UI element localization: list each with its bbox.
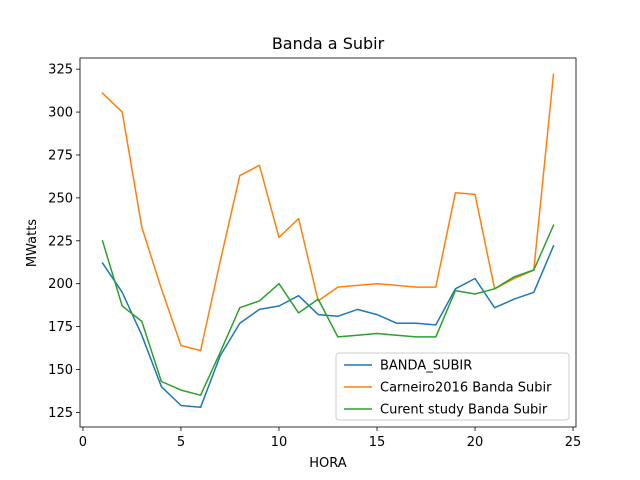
y-tick-label: 125	[48, 406, 73, 421]
x-tick-label: 0	[79, 435, 87, 450]
series-line-3	[101, 224, 555, 396]
legend-box	[335, 352, 570, 421]
y-tick-label: 175	[48, 320, 73, 335]
y-tick-label: 275	[48, 148, 73, 163]
series-line-1	[101, 244, 555, 409]
y-tick-label: 225	[48, 234, 73, 249]
legend-label: Curent study Banda Subir	[380, 403, 548, 418]
x-tick-label: 15	[369, 435, 386, 450]
x-tick-label: 10	[271, 435, 288, 450]
x-tick-label: 20	[467, 435, 484, 450]
plot-frame	[79, 57, 577, 428]
axes-layer: 0 5 10 15 20 25 125 150 175 200 225 250 275 300 325	[48, 57, 582, 450]
y-tick-label: 250	[48, 191, 73, 206]
series-line-2	[101, 73, 555, 352]
y-axis-title: MWatts	[25, 219, 40, 267]
series-layer	[101, 73, 555, 409]
legend: BANDA_SUBIR Carneiro2016 Banda Subir Curen…	[335, 352, 570, 421]
legend-label: Carneiro2016 Banda Subir	[380, 381, 552, 396]
y-tick-label: 200	[48, 277, 73, 292]
y-tick-label: 325	[48, 63, 73, 78]
y-tick-label: 150	[48, 363, 73, 378]
legend-label: BANDA_SUBIR	[380, 359, 472, 374]
chart-title: Banda a Subir	[272, 34, 385, 53]
y-tick-label: 300	[48, 106, 73, 121]
x-tick-label: 25	[565, 435, 582, 450]
x-axis-title: HORA	[309, 456, 347, 471]
x-tick-label: 5	[177, 435, 185, 450]
